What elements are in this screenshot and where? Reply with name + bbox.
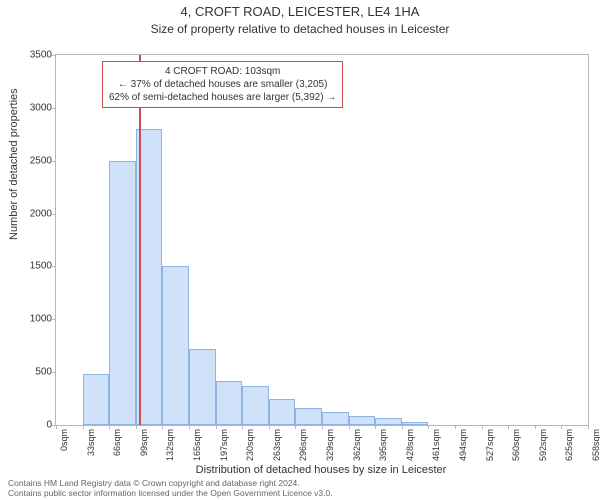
x-tick-label: 33sqm: [86, 429, 96, 456]
property-marker-line: [139, 55, 141, 425]
x-tick-mark: [375, 425, 376, 429]
histogram-bar: [189, 349, 216, 425]
y-tick-mark: [52, 55, 56, 56]
x-tick-mark: [535, 425, 536, 429]
x-tick-mark: [189, 425, 190, 429]
chart-title: 4, CROFT ROAD, LEICESTER, LE4 1HA: [0, 4, 600, 19]
histogram-bar: [216, 381, 243, 425]
histogram-bar: [322, 412, 349, 425]
x-tick-label: 658sqm: [591, 429, 600, 461]
y-tick-label: 2000: [12, 208, 56, 219]
x-tick-label: 625sqm: [564, 429, 574, 461]
x-tick-mark: [242, 425, 243, 429]
x-tick-label: 560sqm: [511, 429, 521, 461]
histogram-bar: [349, 416, 376, 426]
x-tick-label: 296sqm: [298, 429, 308, 461]
footer-line-2: Contains public sector information licen…: [8, 488, 333, 498]
annotation-line-2: ← 37% of detached houses are smaller (3,…: [109, 78, 336, 91]
x-tick-label: 263sqm: [272, 429, 282, 461]
x-tick-label: 99sqm: [139, 429, 149, 456]
x-tick-label: 132sqm: [165, 429, 175, 461]
x-tick-mark: [216, 425, 217, 429]
x-tick-label: 362sqm: [352, 429, 362, 461]
x-tick-label: 0sqm: [59, 429, 69, 451]
y-tick-label: 1500: [12, 261, 56, 272]
annotation-box: 4 CROFT ROAD: 103sqm← 37% of detached ho…: [102, 61, 343, 108]
y-tick-label: 0: [12, 420, 56, 431]
y-tick-label: 2500: [12, 155, 56, 166]
x-tick-label: 165sqm: [192, 429, 202, 461]
footer-text: Contains HM Land Registry data © Crown c…: [8, 478, 333, 498]
y-tick-mark: [52, 214, 56, 215]
histogram-bar: [402, 422, 429, 425]
annotation-line-1: 4 CROFT ROAD: 103sqm: [109, 65, 336, 78]
x-tick-label: 197sqm: [219, 429, 229, 461]
x-tick-mark: [162, 425, 163, 429]
annotation-line-3: 62% of semi-detached houses are larger (…: [109, 91, 336, 104]
x-tick-mark: [508, 425, 509, 429]
histogram-bar: [162, 266, 189, 425]
x-tick-label: 461sqm: [431, 429, 441, 461]
x-tick-label: 428sqm: [405, 429, 415, 461]
histogram-bar: [109, 161, 136, 425]
x-tick-mark: [561, 425, 562, 429]
x-tick-mark: [136, 425, 137, 429]
y-tick-mark: [52, 108, 56, 109]
histogram-bar: [83, 374, 110, 425]
y-tick-label: 1000: [12, 314, 56, 325]
x-tick-mark: [295, 425, 296, 429]
x-tick-mark: [482, 425, 483, 429]
x-tick-mark: [402, 425, 403, 429]
plot-area: 05001000150020002500300035000sqm33sqm66s…: [55, 54, 589, 426]
chart-subtitle: Size of property relative to detached ho…: [0, 22, 600, 36]
x-tick-label: 66sqm: [112, 429, 122, 456]
y-tick-mark: [52, 161, 56, 162]
x-tick-mark: [109, 425, 110, 429]
histogram-bar: [269, 399, 296, 425]
histogram-bar: [242, 386, 269, 425]
x-tick-mark: [349, 425, 350, 429]
y-tick-label: 500: [12, 367, 56, 378]
x-tick-mark: [322, 425, 323, 429]
x-tick-mark: [455, 425, 456, 429]
x-tick-mark: [428, 425, 429, 429]
y-tick-label: 3500: [12, 50, 56, 61]
x-tick-label: 230sqm: [245, 429, 255, 461]
x-tick-mark: [588, 425, 589, 429]
x-tick-label: 395sqm: [378, 429, 388, 461]
x-tick-mark: [83, 425, 84, 429]
x-tick-label: 527sqm: [485, 429, 495, 461]
x-tick-label: 592sqm: [538, 429, 548, 461]
x-tick-label: 494sqm: [458, 429, 468, 461]
x-tick-label: 329sqm: [325, 429, 335, 461]
histogram-bar: [295, 408, 322, 425]
x-tick-mark: [269, 425, 270, 429]
y-tick-mark: [52, 372, 56, 373]
y-tick-label: 3000: [12, 102, 56, 113]
histogram-bar: [375, 418, 402, 425]
y-tick-mark: [52, 266, 56, 267]
x-tick-mark: [56, 425, 57, 429]
y-tick-mark: [52, 319, 56, 320]
chart-container: 4, CROFT ROAD, LEICESTER, LE4 1HA Size o…: [0, 0, 600, 500]
footer-line-1: Contains HM Land Registry data © Crown c…: [8, 478, 333, 488]
